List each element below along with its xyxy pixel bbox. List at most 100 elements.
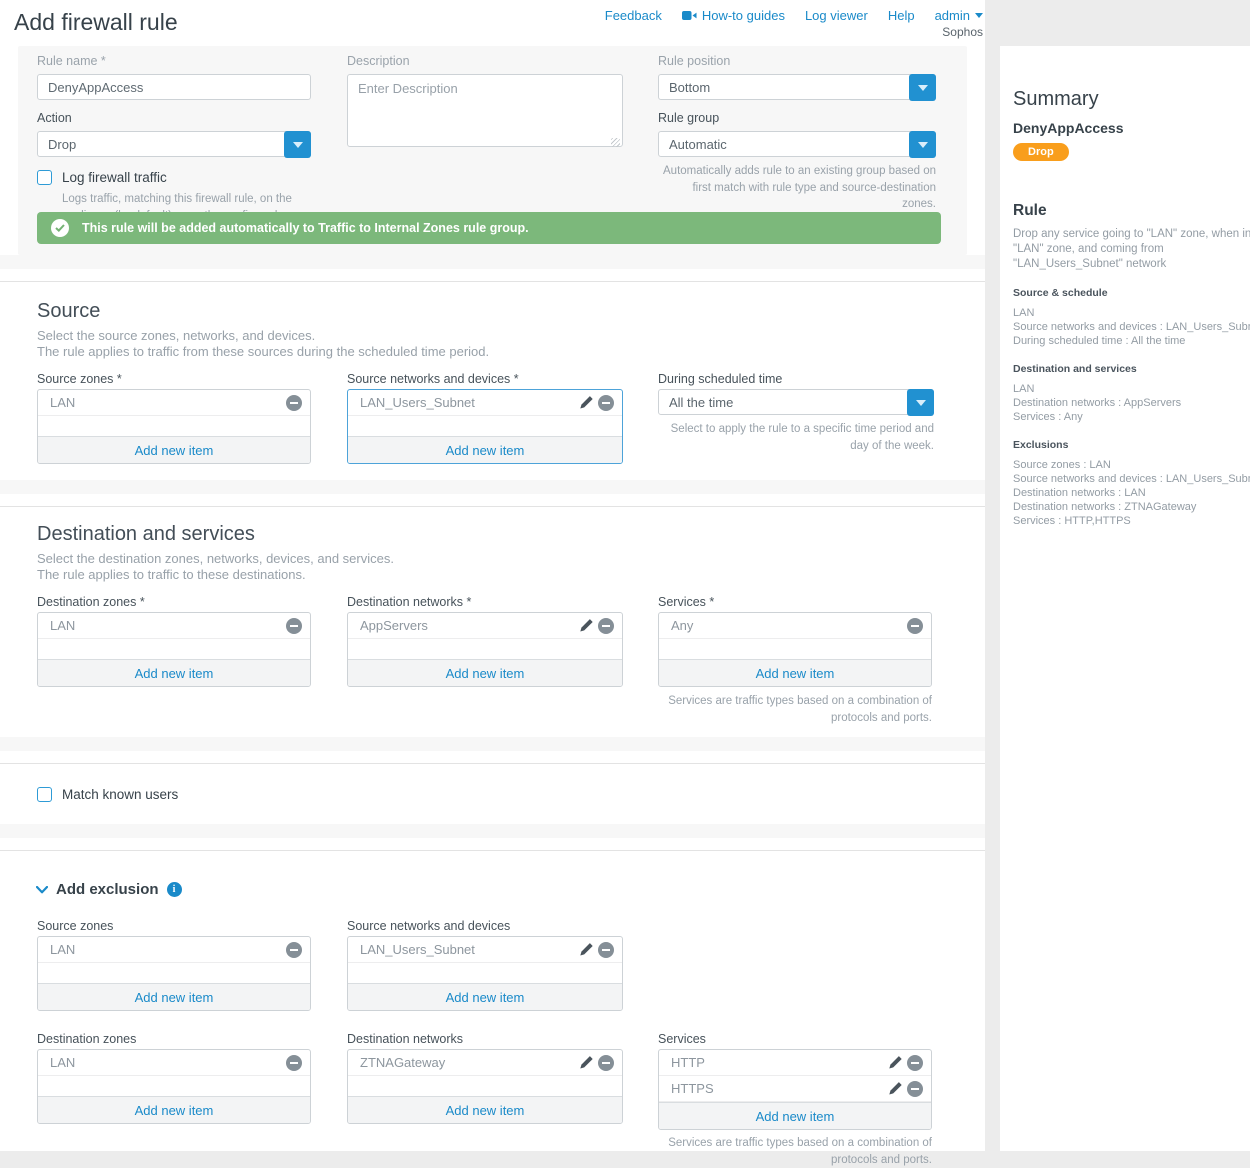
remove-icon[interactable] (286, 617, 302, 634)
source-networks-box: LAN_Users_Subnet Add new item (347, 389, 623, 464)
help-link[interactable]: Help (887, 8, 915, 23)
destination-networks-label: Destination networks * (347, 595, 472, 609)
match-known-users-checkbox[interactable] (37, 787, 52, 802)
summary-line: LAN (1013, 383, 1035, 395)
remove-icon[interactable] (598, 617, 614, 634)
list-item[interactable]: HTTPS (659, 1076, 931, 1102)
howto-guides-link[interactable]: How-to guides (681, 8, 785, 23)
summary-rule-description: Drop any service going to "LAN" zone, wh… (1013, 228, 1250, 270)
dropdown-arrow-button[interactable] (907, 389, 934, 416)
remove-icon[interactable] (907, 1080, 923, 1097)
add-new-item-button[interactable]: Add new item (659, 1102, 931, 1129)
rule-group-select[interactable]: Automatic (658, 131, 936, 158)
list-item[interactable]: AppServers (348, 613, 622, 639)
video-icon (681, 11, 697, 20)
summary-group-heading: Destination and services (1013, 363, 1137, 375)
remove-icon[interactable] (286, 394, 302, 411)
remove-icon[interactable] (598, 1054, 614, 1071)
summary-line: Services : HTTP,HTTPS (1013, 515, 1131, 527)
edit-icon[interactable] (579, 395, 594, 410)
add-new-item-button[interactable]: Add new item (38, 1096, 310, 1123)
rule-name-label: Rule name * (37, 54, 106, 68)
action-badge: Drop (1013, 143, 1069, 161)
edit-icon[interactable] (579, 618, 594, 633)
add-new-item-button[interactable]: Add new item (38, 436, 310, 463)
excl-dest-networks-box: ZTNAGateway Add new item (347, 1049, 623, 1124)
match-known-users-label: Match known users (62, 787, 179, 802)
schedule-select[interactable]: All the time (658, 389, 934, 416)
excl-source-zones-label: Source zones (37, 919, 114, 933)
add-new-item-button[interactable]: Add new item (38, 983, 310, 1010)
info-icon[interactable]: i (166, 882, 182, 897)
destination-title: Destination and services (37, 523, 255, 545)
rule-position-select[interactable]: Bottom (658, 74, 936, 101)
list-item[interactable]: LAN (38, 937, 310, 963)
services-help: Services are traffic types based on a co… (668, 695, 932, 724)
add-new-item-button[interactable]: Add new item (38, 659, 310, 686)
edit-icon[interactable] (579, 1055, 594, 1070)
action-select[interactable]: Drop (37, 131, 311, 158)
list-item[interactable]: LAN (38, 613, 310, 639)
rule-name-input[interactable] (37, 74, 311, 100)
excl-services-box: HTTP HTTPS Add new item (658, 1049, 932, 1130)
add-new-item-button[interactable]: Add new item (348, 983, 622, 1010)
main-content: Add firewall rule Feedback How-to guides… (0, 0, 985, 1166)
log-firewall-traffic-checkbox[interactable] (37, 170, 52, 185)
source-zones-box: LAN Add new item (37, 389, 311, 464)
chevron-down-icon (36, 885, 48, 893)
summary-line: Services : Any (1013, 411, 1083, 423)
remove-icon[interactable] (286, 941, 302, 958)
description-textarea[interactable] (347, 74, 623, 147)
remove-icon[interactable] (598, 941, 614, 958)
remove-icon[interactable] (907, 617, 923, 634)
section-divider (0, 737, 985, 772)
destination-zones-box: LAN Add new item (37, 612, 311, 687)
excl-services-label: Services (658, 1032, 706, 1046)
services-label: Services * (658, 595, 715, 609)
excl-dest-networks-label: Destination networks (347, 1032, 464, 1046)
list-item[interactable]: ZTNAGateway (348, 1050, 622, 1076)
excl-dest-zones-label: Destination zones (37, 1032, 137, 1046)
source-title: Source (37, 300, 101, 322)
add-new-item-button[interactable]: Add new item (348, 1096, 622, 1123)
description-label: Description (347, 54, 410, 68)
add-new-item-button[interactable]: Add new item (348, 659, 622, 686)
edit-icon[interactable] (888, 1081, 903, 1096)
edit-icon[interactable] (579, 942, 594, 957)
list-item[interactable]: LAN (38, 390, 310, 416)
log-viewer-link[interactable]: Log viewer (804, 8, 868, 23)
add-new-item-button[interactable]: Add new item (659, 659, 931, 686)
dropdown-arrow-button[interactable] (909, 131, 936, 158)
rule-group-help: Automatically adds rule to an existing g… (663, 165, 936, 211)
brand-label: Sophos (942, 25, 983, 39)
list-item[interactable]: HTTP (659, 1050, 931, 1076)
page-header: Add firewall rule Feedback How-to guides… (0, 0, 985, 46)
list-item[interactable]: LAN_Users_Subnet (348, 390, 622, 416)
dropdown-arrow-button[interactable] (909, 74, 936, 101)
remove-icon[interactable] (907, 1054, 923, 1071)
add-exclusion-toggle[interactable]: Add exclusion i (36, 881, 182, 898)
summary-line: Destination networks : LAN (1013, 487, 1146, 499)
exclusion-section: Add exclusion i Source zones LAN Add new… (0, 872, 985, 1166)
summary-line: Source zones : LAN (1013, 459, 1111, 471)
resize-handle[interactable] (611, 138, 620, 147)
feedback-link[interactable]: Feedback (604, 8, 662, 23)
list-item[interactable]: Any (659, 613, 931, 639)
summary-line: Destination networks : ZTNAGateway (1013, 501, 1197, 513)
remove-icon[interactable] (286, 1054, 302, 1071)
dropdown-arrow-button[interactable] (284, 131, 311, 158)
log-firewall-traffic-label: Log firewall traffic (62, 170, 167, 185)
edit-icon[interactable] (888, 1055, 903, 1070)
admin-menu[interactable]: admin (935, 8, 983, 23)
check-icon (51, 219, 69, 237)
summary-group-heading: Exclusions (1013, 439, 1069, 451)
summary-group-heading: Source & schedule (1013, 287, 1108, 299)
users-section: Match known users (0, 772, 985, 824)
add-new-item-button[interactable]: Add new item (348, 436, 622, 463)
list-item[interactable]: LAN_Users_Subnet (348, 937, 622, 963)
header-links: Feedback How-to guides Log viewer Help a… (605, 8, 983, 23)
excl-source-networks-box: LAN_Users_Subnet Add new item (347, 936, 623, 1011)
services-box: Any Add new item (658, 612, 932, 687)
list-item[interactable]: LAN (38, 1050, 310, 1076)
remove-icon[interactable] (598, 394, 614, 411)
